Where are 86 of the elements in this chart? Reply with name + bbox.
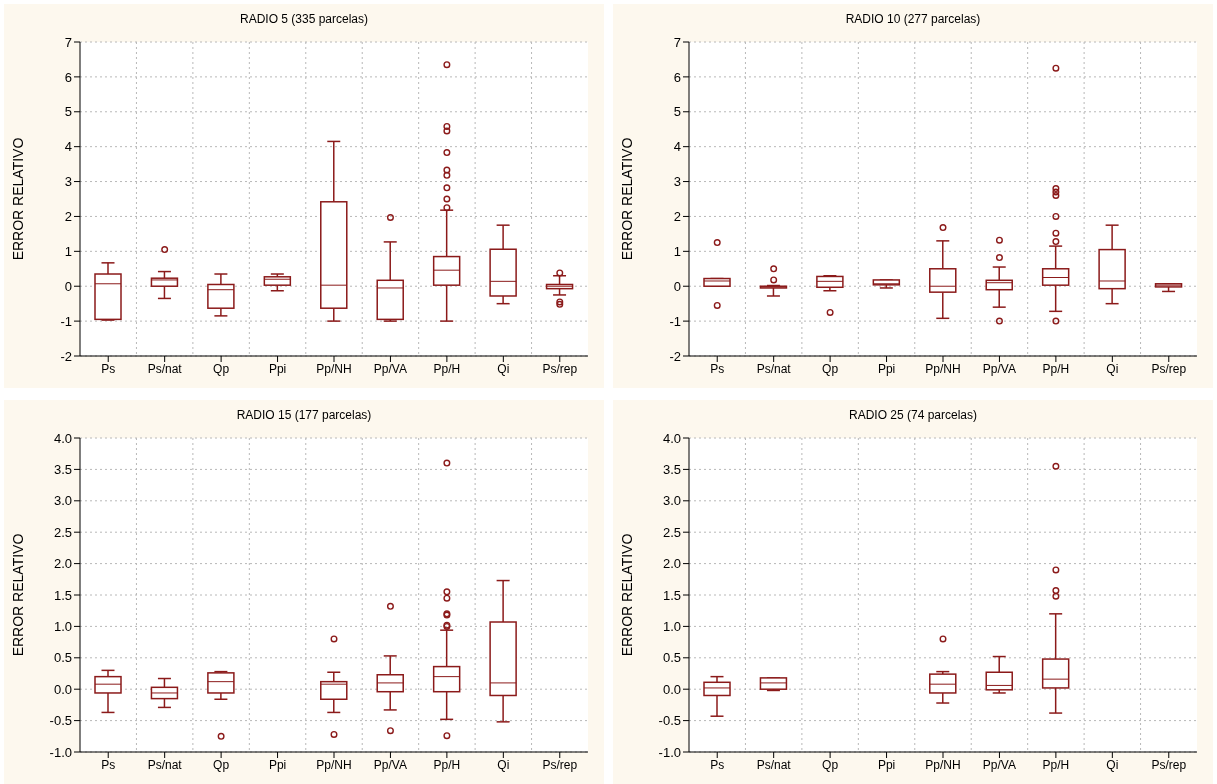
x-tick-label: Ppi (268, 361, 287, 376)
y-tick-label: 2.0 (662, 556, 681, 572)
y-tick-label: 4 (673, 139, 681, 155)
x-tick-label: Ps/rep (542, 757, 578, 772)
y-tick-label: 3 (673, 174, 681, 190)
x-tick-label: Ps/nat (147, 361, 183, 376)
x-tick-label: Qi (1106, 361, 1119, 376)
x-tick-label: Pp/H (1042, 757, 1070, 772)
y-tick-label: 4 (64, 139, 72, 155)
y-tick-label: 0 (673, 278, 681, 294)
x-tick-label: Ps/nat (756, 757, 792, 772)
chart-title: RADIO 15 (177 parcelas) (235, 407, 373, 424)
y-tick-label: 2.5 (662, 524, 681, 540)
y-tick-label: -0.5 (49, 713, 72, 729)
y-axis-title: ERROR RELATIVO (9, 137, 26, 261)
y-tick-label: 6 (64, 69, 72, 85)
x-tick-label: Pp/NH (316, 361, 352, 376)
y-tick-label: 0.0 (53, 681, 72, 697)
x-tick-label: Qi (497, 361, 510, 376)
x-tick-label: Ps/nat (756, 361, 792, 376)
y-tick-label: 0 (64, 278, 72, 294)
y-tick-label: 1.0 (662, 619, 681, 635)
y-tick-label: 2.5 (53, 524, 72, 540)
y-tick-label: -1 (60, 313, 72, 329)
x-tick-label: Pp/H (433, 757, 461, 772)
y-tick-label: 1.5 (53, 587, 72, 603)
x-tick-label: Pp/VA (373, 757, 408, 772)
x-tick-label: Pp/NH (316, 757, 352, 772)
y-tick-label: 0.5 (53, 650, 72, 666)
x-tick-label: Qp (822, 361, 839, 376)
x-tick-label: Qi (497, 757, 510, 772)
y-tick-label: 4.0 (662, 430, 681, 446)
x-tick-label: Pp/VA (982, 361, 1017, 376)
y-axis-title: ERROR RELATIVO (618, 533, 635, 657)
y-tick-label: -2 (669, 348, 681, 364)
x-tick-label: Ps/rep (1151, 361, 1187, 376)
x-tick-label: Ps (101, 361, 116, 376)
y-tick-label: -1.0 (49, 744, 72, 760)
chart-title: RADIO 5 (335 parcelas) (238, 11, 370, 28)
y-tick-label: -1 (669, 313, 681, 329)
x-tick-label: Ps (710, 361, 725, 376)
y-tick-label: -2 (60, 348, 72, 364)
x-tick-label: Pp/VA (982, 757, 1017, 772)
x-tick-label: Pp/VA (373, 361, 408, 376)
x-tick-label: Ppi (877, 361, 896, 376)
x-tick-label: Qp (822, 757, 839, 772)
x-tick-label: Pp/NH (925, 757, 961, 772)
chart-title: RADIO 10 (277 parcelas) (844, 11, 982, 28)
y-tick-label: 3.0 (53, 493, 72, 509)
x-tick-label: Ps (710, 757, 725, 772)
y-tick-label: 6 (673, 69, 681, 85)
y-tick-label: -1.0 (658, 744, 681, 760)
y-tick-label: 2 (64, 209, 72, 225)
y-tick-label: 1 (64, 243, 72, 259)
x-tick-label: Qp (213, 757, 230, 772)
y-tick-label: 4.0 (53, 430, 72, 446)
x-tick-label: Ppi (268, 757, 287, 772)
x-tick-label: Ps (101, 757, 116, 772)
y-tick-label: 1 (673, 243, 681, 259)
y-tick-label: 5 (64, 104, 72, 120)
x-tick-label: Pp/H (433, 361, 461, 376)
x-tick-label: Ps/rep (1151, 757, 1187, 772)
y-tick-label: 7 (673, 34, 681, 50)
x-tick-label: Pp/H (1042, 361, 1070, 376)
y-tick-label: 3.0 (662, 493, 681, 509)
y-tick-label: 0.5 (662, 650, 681, 666)
y-tick-label: 2.0 (53, 556, 72, 572)
y-tick-label: 2 (673, 209, 681, 225)
y-tick-label: 1.5 (662, 587, 681, 603)
y-tick-label: 3 (64, 174, 72, 190)
y-tick-label: 5 (673, 104, 681, 120)
x-tick-label: Ppi (877, 757, 896, 772)
y-tick-label: -0.5 (658, 713, 681, 729)
x-tick-label: Ps/rep (542, 361, 578, 376)
y-axis-title: ERROR RELATIVO (618, 137, 635, 261)
y-axis-title: ERROR RELATIVO (9, 533, 26, 657)
y-tick-label: 3.5 (662, 462, 681, 478)
y-tick-label: 1.0 (53, 619, 72, 635)
y-tick-label: 0.0 (662, 681, 681, 697)
y-tick-label: 7 (64, 34, 72, 50)
x-tick-label: Ps/nat (147, 757, 183, 772)
x-tick-label: Qi (1106, 757, 1119, 772)
x-tick-label: Qp (213, 361, 230, 376)
x-tick-label: Pp/NH (925, 361, 961, 376)
chart-title: RADIO 25 (74 parcelas) (847, 407, 979, 424)
y-tick-label: 3.5 (53, 462, 72, 478)
